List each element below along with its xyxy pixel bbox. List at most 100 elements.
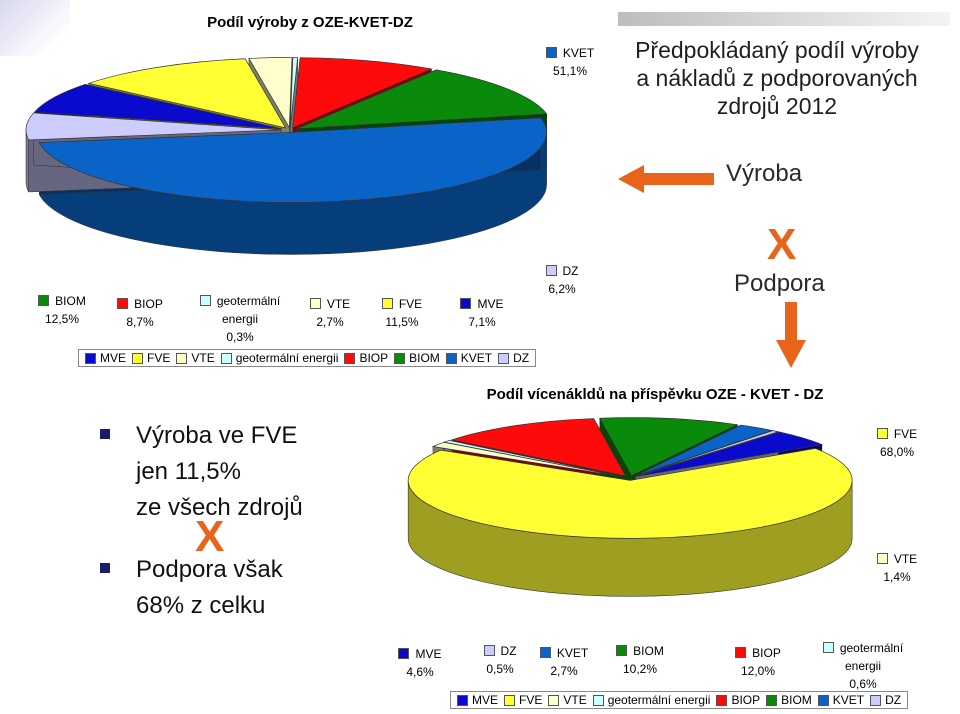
x-mark-right: X bbox=[767, 220, 797, 269]
chart2-legend-swatch bbox=[870, 694, 882, 706]
chart2-label-kvet-name: KVET bbox=[556, 646, 589, 660]
pie-slice-dz bbox=[25, 112, 282, 141]
pie-slice-kvet bbox=[38, 117, 547, 203]
chart2-legend-item: MVE bbox=[457, 693, 498, 707]
chart2-legend-label: BIOM bbox=[781, 693, 812, 707]
chart2-legend: MVE FVE VTE geotermální energii BIOP BIOM KVET… bbox=[450, 691, 909, 709]
bullet-1-line-1: Výroba ve FVE bbox=[136, 422, 298, 449]
chart2-legend-label: MVE bbox=[472, 693, 499, 707]
chart2-label-fve-value: 68,0% bbox=[879, 445, 915, 459]
chart1-legend: MVE FVE VTE geotermální energii BIOP BIOM KVET… bbox=[78, 349, 537, 367]
chart1-label-dz-value: 6,2% bbox=[548, 282, 576, 296]
arrow-down-icon bbox=[776, 302, 806, 368]
chart1-label-vte-name: VTE bbox=[326, 297, 351, 311]
chart2-legend-item: BIOP bbox=[716, 693, 760, 707]
chart1-legend-swatch bbox=[132, 352, 144, 364]
pie-slice-biop bbox=[292, 57, 433, 129]
slide-title-line-1: Předpokládaný podíl výroby bbox=[635, 37, 919, 63]
chart2-label-biom: BIOM 10,2% bbox=[608, 642, 672, 678]
chart2-legend-label: FVE bbox=[519, 693, 543, 707]
chart2-legend-item: KVET bbox=[817, 693, 865, 707]
chart1-label-geo-name: geotermální energii bbox=[216, 294, 281, 326]
chart1-legend-item: FVE bbox=[132, 351, 170, 365]
chart1-legend-swatch bbox=[220, 352, 232, 364]
bullet-list: Výroba ve FVE jen 11,5% ze všech zdrojů … bbox=[100, 418, 303, 624]
chart1-label-fve-value: 11,5% bbox=[385, 315, 419, 329]
chart2-label-dz: DZ 0,5% bbox=[472, 642, 528, 678]
chart1-legend-item: MVE bbox=[85, 351, 126, 365]
chart2-label-fve: FVE 68,0% bbox=[862, 425, 932, 461]
pie-slice-fve bbox=[87, 58, 287, 129]
chart2-label-kvet: KVET 2,7% bbox=[532, 644, 596, 680]
vyroba-label: Výroba bbox=[726, 160, 803, 187]
chart2-label-mve-name: MVE bbox=[415, 647, 442, 661]
pie-slice-fve bbox=[407, 448, 853, 539]
chart2-legend-swatch bbox=[457, 694, 468, 706]
chart1-legend-swatch bbox=[394, 352, 406, 364]
podpora-label: Podpora bbox=[734, 270, 825, 297]
chart1-label-kvet-name: KVET bbox=[562, 46, 595, 60]
chart2-pie bbox=[407, 417, 853, 597]
chart1-legend-item: DZ bbox=[498, 351, 529, 365]
chart2-title: Podíl vícenákldů na příspěvku OZE - KVET… bbox=[486, 386, 824, 403]
bullet-item-1: Výroba ve FVE jen 11,5% ze všech zdrojů bbox=[100, 418, 303, 526]
chart1-legend-label: MVE bbox=[100, 351, 127, 365]
chart1-legend-label: FVE bbox=[147, 351, 171, 365]
chart1-legend-item: BIOM bbox=[394, 351, 440, 365]
pie-slice-kvet bbox=[634, 424, 774, 477]
chart2-label-geo: geotermální energii 0,6% bbox=[808, 639, 918, 693]
pie-slice-vte bbox=[248, 57, 293, 129]
slide-title: Předpokládaný podíl výroby a nákladů z p… bbox=[612, 36, 942, 120]
chart1-legend-label: BIOP bbox=[359, 351, 389, 365]
header-bar bbox=[618, 12, 950, 26]
pie-slice-mve bbox=[636, 431, 824, 477]
chart2-legend-swatch bbox=[548, 694, 560, 706]
chart1-label-fve: FVE 11,5% bbox=[372, 295, 432, 331]
chart1-legend-label: KVET bbox=[460, 351, 493, 365]
chart2-label-biom-value: 10,2% bbox=[622, 662, 658, 676]
chart1-legend-label: BIOM bbox=[409, 351, 440, 365]
pie-slice-geotermální-energii bbox=[289, 57, 299, 128]
bullet-1-line-3: ze všech zdrojů bbox=[136, 494, 303, 521]
x-mark-left: X bbox=[195, 512, 225, 561]
chart1-label-biop: BIOP 8,7% bbox=[110, 295, 170, 331]
chart1-legend-label: geotermální energii bbox=[235, 351, 339, 365]
chart1-legend-item: KVET bbox=[445, 351, 493, 365]
chart2-label-dz-value: 0,5% bbox=[486, 662, 514, 676]
chart2-legend-label: geotermální energii bbox=[607, 693, 711, 707]
chart1-label-vte-value: 2,7% bbox=[316, 315, 344, 329]
chart2-label-vte: VTE 1,4% bbox=[862, 550, 932, 586]
bullet-square-icon bbox=[100, 429, 110, 439]
chart1-label-biop-value: 8,7% bbox=[126, 315, 154, 329]
chart2-legend-item: VTE bbox=[548, 693, 587, 707]
chart1-label-biom-value: 12,5% bbox=[44, 312, 80, 326]
chart1-legend-swatch bbox=[445, 352, 457, 364]
chart2-label-kvet-value: 2,7% bbox=[550, 664, 578, 678]
bullet-1-line-2: jen 11,5% bbox=[136, 458, 241, 485]
slide-title-line-3: zdrojů 2012 bbox=[716, 93, 838, 119]
chart2-legend-swatch bbox=[766, 694, 778, 706]
chart1-legend-swatch bbox=[498, 352, 510, 364]
chart2-label-mve: MVE 4,6% bbox=[392, 645, 448, 681]
slide-title-line-2: a nákladů z podporovaných bbox=[636, 65, 918, 91]
chart1-label-dz-name: DZ bbox=[562, 264, 579, 278]
bullet-2-line-1: Podpora však bbox=[136, 556, 283, 583]
chart1-title: Podíl výroby z OZE-KVET-DZ bbox=[207, 14, 413, 31]
chart1-label-mve: MVE 7,1% bbox=[452, 295, 512, 331]
chart2-legend-swatch bbox=[504, 694, 516, 706]
chart2-label-biop: BIOP 12,0% bbox=[726, 644, 790, 680]
chart1-label-mve-value: 7,1% bbox=[468, 315, 496, 329]
chart1-label-geo-value: 0,3% bbox=[226, 330, 254, 344]
pie-slice-biom bbox=[599, 417, 739, 477]
bullet-item-2: Podpora však 68% z celku bbox=[100, 552, 303, 624]
chart2-label-biom-name: BIOM bbox=[633, 644, 664, 658]
chart1-legend-swatch bbox=[344, 352, 356, 364]
chart1-label-biom: BIOM 12,5% bbox=[30, 292, 94, 328]
chart2-label-biop-name: BIOP bbox=[752, 646, 781, 660]
pie-slice-dz bbox=[635, 430, 780, 477]
chart2-legend-label: KVET bbox=[832, 693, 865, 707]
bullet-square-icon bbox=[100, 563, 110, 573]
chart1-label-biop-name: BIOP bbox=[134, 297, 163, 311]
chart2-legend-swatch bbox=[716, 694, 728, 706]
chart2-label-dz-name: DZ bbox=[500, 644, 517, 658]
